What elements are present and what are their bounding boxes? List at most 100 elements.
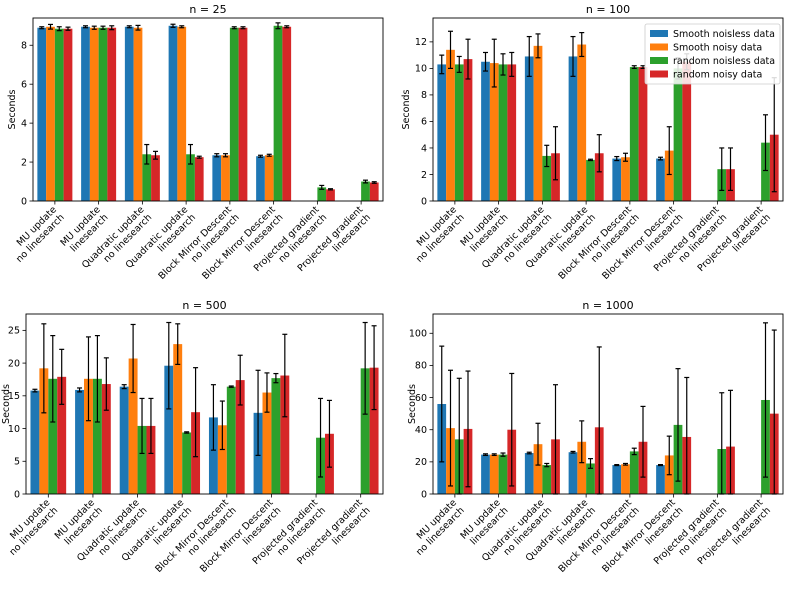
bar — [186, 154, 195, 201]
bar — [369, 367, 379, 494]
y-tick-label: 4 — [21, 118, 27, 129]
bar — [226, 386, 236, 494]
bar — [194, 157, 204, 201]
bar — [280, 375, 290, 494]
y-tick-label: 40 — [415, 425, 427, 436]
x-tick-label: MU updateno linesearch — [406, 497, 467, 558]
bar — [481, 61, 490, 202]
bar — [481, 454, 490, 494]
bar — [621, 157, 630, 201]
bar — [369, 182, 379, 201]
legend-swatch — [650, 43, 668, 51]
bar — [37, 27, 47, 202]
bar — [271, 378, 281, 494]
bar — [39, 368, 49, 494]
bar — [621, 464, 630, 494]
bar — [577, 441, 587, 494]
bar — [177, 26, 187, 202]
y-tick-label: 8 — [21, 41, 27, 52]
y-tick-label: 6 — [421, 117, 427, 128]
bar — [656, 158, 665, 201]
bar — [107, 27, 117, 202]
y-tick-label: 80 — [415, 361, 427, 372]
bar — [264, 155, 274, 201]
bar — [682, 61, 692, 202]
bar — [30, 390, 40, 494]
bar — [101, 384, 111, 494]
chart-title: n = 25 — [189, 3, 226, 16]
y-tick-label: 12 — [415, 37, 427, 48]
bar — [63, 28, 73, 202]
chart-panel-4: n = 1000 0 20 40 60 80 100 Seconds MU updateno l… — [406, 299, 784, 575]
bar — [273, 25, 283, 202]
y-axis-label: Seconds — [401, 89, 412, 129]
y-tick-label: 25 — [8, 326, 20, 337]
bar — [489, 63, 499, 201]
y-tick-label: 0 — [14, 489, 20, 500]
legend-box — [644, 23, 781, 85]
bar — [133, 27, 143, 202]
y-tick-label: 2 — [421, 170, 427, 181]
plot-frame — [432, 17, 784, 202]
y-tick-label: 20 — [8, 358, 20, 369]
bar — [98, 27, 108, 202]
bar — [75, 389, 85, 494]
y-tick-label: 4 — [421, 143, 427, 154]
bar — [664, 150, 674, 201]
chart-title: n = 1000 — [582, 299, 633, 312]
bar — [446, 49, 455, 202]
bar — [594, 153, 604, 201]
bar — [57, 376, 67, 494]
chart-panel-1: n = 25 0 2 4 6 8 Seconds MU updateno linesearch… — [6, 3, 384, 282]
bar — [229, 27, 239, 202]
bar — [568, 452, 578, 494]
bar — [235, 380, 245, 494]
bar — [533, 45, 543, 201]
y-axis-label: Seconds — [7, 89, 18, 129]
bar — [89, 27, 99, 202]
y-tick-label: 60 — [415, 393, 427, 404]
chart-title: n = 100 — [586, 3, 630, 16]
bar — [533, 444, 543, 494]
legend-label: random noisless data — [673, 56, 775, 67]
bar — [586, 463, 595, 494]
y-tick-label: 10 — [415, 64, 427, 75]
bar — [221, 155, 230, 201]
y-tick-label: 20 — [415, 457, 427, 468]
bar — [256, 156, 265, 201]
bar — [164, 365, 174, 494]
bar — [124, 26, 134, 202]
bar — [217, 425, 227, 494]
bar — [182, 432, 192, 494]
bar — [361, 181, 370, 201]
bar — [212, 155, 222, 201]
x-tick-label: MU updateno linesearch — [0, 497, 60, 558]
bar — [137, 425, 147, 494]
bar — [360, 368, 370, 494]
y-tick-label: 5 — [14, 457, 20, 468]
bar — [612, 158, 622, 201]
bar — [577, 44, 587, 201]
y-tick-label: 100 — [409, 329, 427, 340]
bar — [489, 454, 499, 494]
bar — [638, 67, 648, 201]
bar — [92, 378, 102, 494]
bar — [524, 453, 534, 494]
bar — [629, 67, 639, 201]
bar — [54, 28, 64, 202]
bar — [81, 26, 90, 202]
bar — [629, 451, 639, 494]
y-tick-label: 6 — [21, 79, 27, 90]
bar — [454, 64, 464, 201]
legend-label: Smooth noisy data — [673, 43, 762, 54]
y-tick-label: 0 — [421, 489, 427, 500]
bar — [542, 465, 552, 494]
x-tick-label: MU updateno linesearch — [6, 204, 67, 265]
bar — [84, 378, 93, 494]
legend-swatch — [650, 30, 668, 37]
bar — [48, 378, 58, 494]
chart-panel-2: n = 100 0 2 4 6 8 10 12 Seconds MU updateno lines… — [401, 3, 784, 282]
bar — [326, 189, 335, 201]
bar — [498, 454, 508, 494]
